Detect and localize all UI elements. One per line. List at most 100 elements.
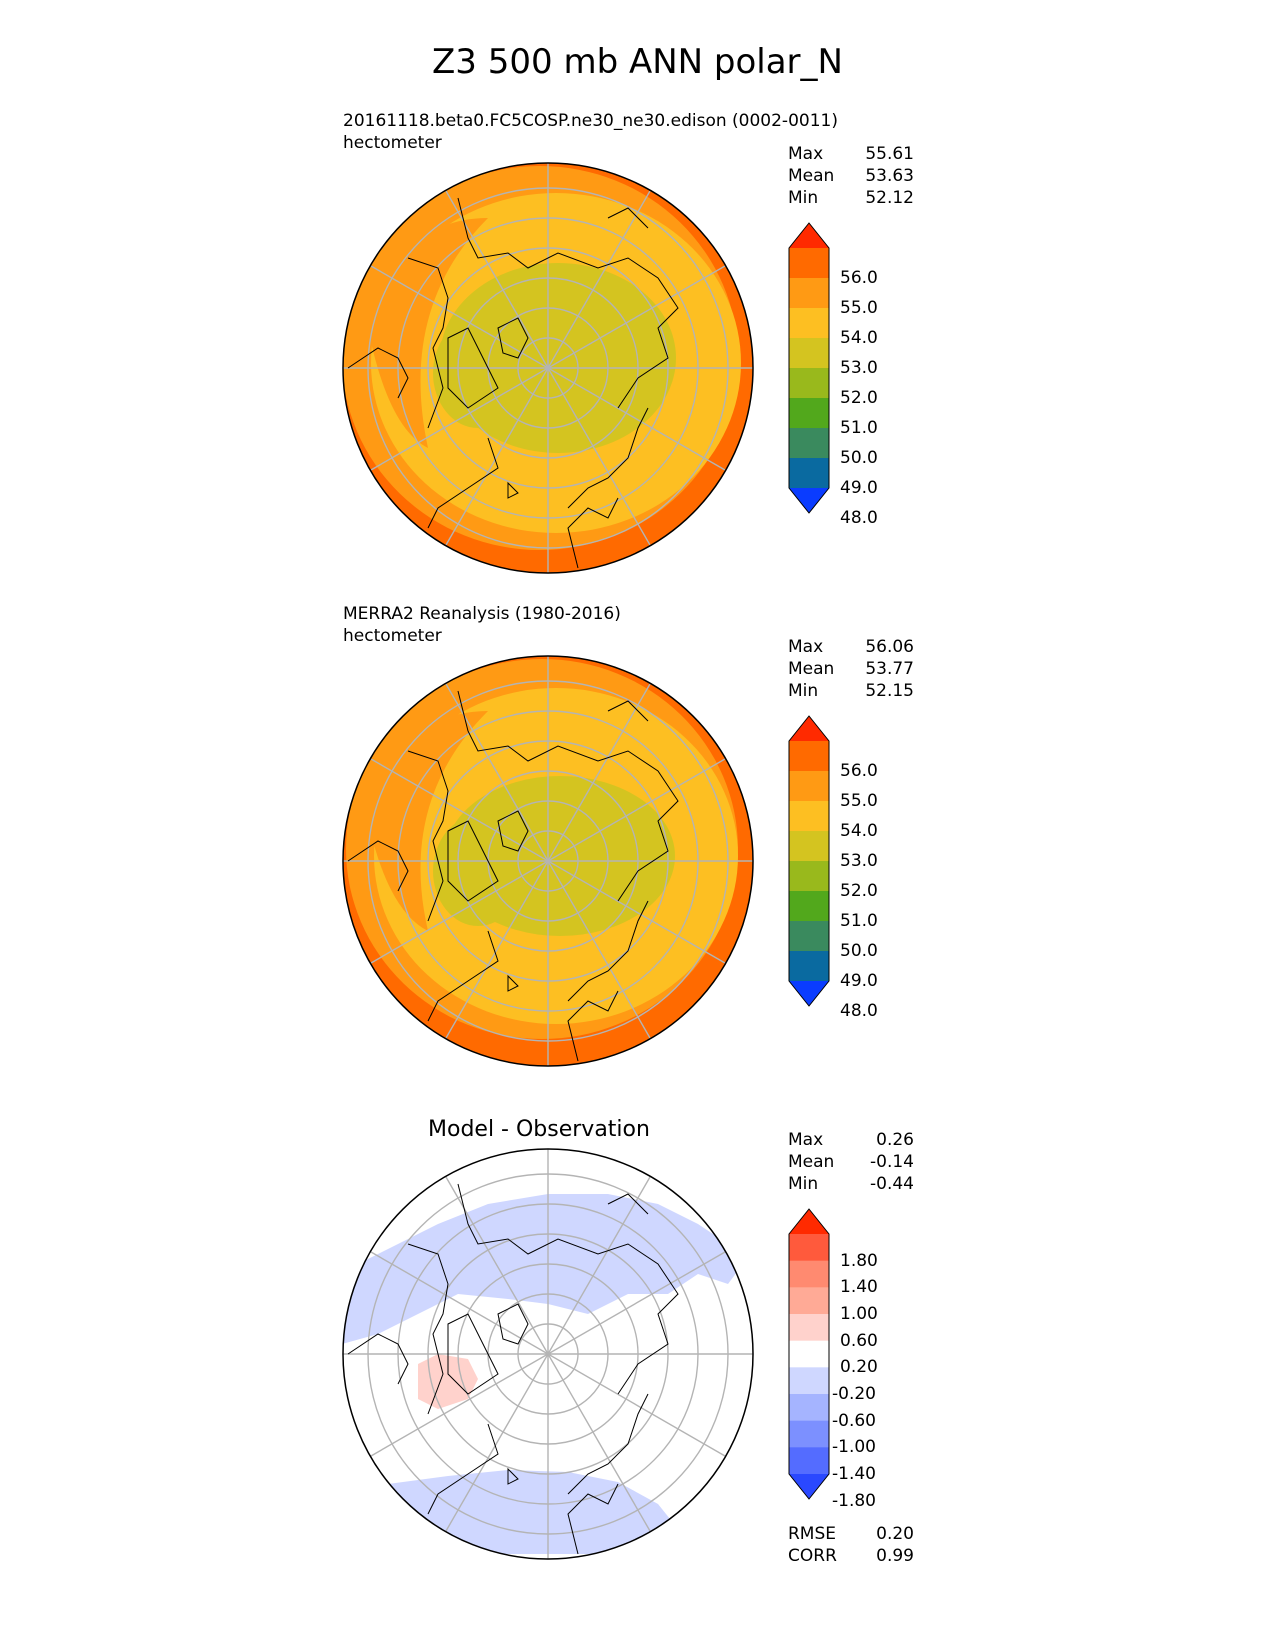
colorbar-extend-top [789, 716, 829, 741]
colorbar-segment [789, 338, 829, 369]
colorbar-extend-top [789, 223, 829, 248]
colorbar-tick-label: 1.40 [840, 1277, 878, 1298]
colorbar-tick-label: -1.00 [832, 1437, 876, 1458]
diff-stats: Max 0.26 Mean -0.14 Min -0.44 [788, 1129, 914, 1195]
stat-value: 55.61 [865, 144, 914, 164]
colorbar-extend-bottom [789, 981, 829, 1006]
model-polar-map [342, 162, 754, 574]
colorbar-segment [789, 1394, 829, 1422]
colorbar-segment [789, 771, 829, 802]
colorbar-segment [789, 278, 829, 309]
coastlines [347, 1183, 679, 1555]
stat-label: Max [788, 144, 824, 164]
colorbar-segment [789, 1340, 829, 1368]
colorbar-tick-label: -1.80 [832, 1490, 876, 1511]
stat-label: Mean [788, 659, 835, 679]
diff-colorbar-labels: 1.80 1.40 1.00 0.60 0.20 -0.20 -0.60 -1.00 -1.40… [832, 1208, 902, 1511]
colorbar-segment [789, 1260, 829, 1288]
colorbar-tick-label: 56.0 [840, 268, 878, 288]
diff-colorbar [788, 1208, 830, 1500]
stat-label: Max [788, 1130, 824, 1150]
stat-value: 52.12 [865, 188, 914, 208]
colorbar-extend-bottom [789, 1474, 829, 1499]
colorbar-extend-top [789, 1209, 829, 1234]
colorbar-tick-label: 50.0 [840, 941, 878, 961]
stat-label: Min [788, 188, 819, 208]
colorbar-tick-label: 55.0 [840, 791, 878, 811]
coastlines [347, 197, 679, 569]
colorbar-outline [788, 715, 830, 1007]
stat-label: Mean [788, 166, 835, 186]
colorbar-segment [789, 398, 829, 429]
colorbar-tick-label: 54.0 [840, 328, 878, 348]
metric-value: 0.99 [876, 1546, 914, 1566]
colorbar-segment [789, 1447, 829, 1475]
model-panel-units: hectometer [343, 133, 442, 153]
colorbar-tick-label: 52.0 [840, 388, 878, 408]
stat-value: 53.63 [865, 166, 914, 186]
colorbar-segment [789, 1314, 829, 1342]
diff-metrics: RMSE 0.20 CORR 0.99 [788, 1523, 914, 1567]
colorbar-tick-label: 52.0 [840, 881, 878, 901]
colorbar-tick-label: 49.0 [840, 478, 878, 498]
colorbar-segment [789, 1234, 829, 1262]
colorbar-segment [789, 248, 829, 279]
stat-value: 53.77 [865, 659, 914, 679]
graticule [343, 1149, 753, 1559]
diff-polar-map [342, 1148, 754, 1560]
colorbar-tick-label: -0.20 [832, 1384, 876, 1404]
colorbar-tick-label: 54.0 [840, 821, 878, 841]
colorbar-tick-label: 0.60 [840, 1330, 878, 1351]
obs-panel-units: hectometer [343, 626, 442, 646]
stat-label: Max [788, 637, 824, 657]
stat-value: 52.15 [865, 681, 914, 701]
model-colorbar [788, 222, 830, 514]
colorbar-tick-label: 48.0 [840, 1001, 878, 1021]
colorbar-segment [789, 741, 829, 772]
obs-colorbar [788, 715, 830, 1007]
colorbar-segment [789, 891, 829, 922]
stat-label: Min [788, 681, 819, 701]
colorbar-segment [789, 1420, 829, 1448]
colorbar-tick-label: 1.00 [840, 1304, 878, 1324]
colorbar-segment [789, 308, 829, 339]
coastlines [347, 690, 679, 1062]
colorbar-segment [789, 861, 829, 892]
stat-value: -0.44 [870, 1174, 914, 1194]
colorbar-tick-label: 56.0 [840, 761, 878, 781]
obs-colorbar-labels: 56.0 55.0 54.0 53.0 52.0 51.0 50.0 49.0 48.0 [840, 715, 900, 1021]
colorbar-segment [789, 831, 829, 862]
colorbar-segment [789, 951, 829, 982]
colorbar-segment [789, 801, 829, 832]
graticule [343, 163, 753, 573]
colorbar-tick-label: 48.0 [840, 508, 878, 528]
colorbar-tick-label: 53.0 [840, 358, 878, 378]
metric-label: CORR [788, 1546, 837, 1566]
colorbar-segment [789, 458, 829, 489]
metric-value: 0.20 [876, 1524, 914, 1544]
figure-title: Z3 500 mb ANN polar_N [432, 42, 843, 82]
obs-polar-map [342, 655, 754, 1067]
stat-label: Min [788, 1174, 819, 1194]
obs-stats: Max 56.06 Mean 53.77 Min 52.15 [788, 636, 914, 702]
stat-value: 0.26 [876, 1130, 914, 1150]
model-panel-title: 20161118.beta0.FC5COSP.ne30_ne30.edison … [343, 111, 838, 131]
colorbar-segment [789, 1367, 829, 1395]
stat-label: Mean [788, 1152, 835, 1172]
colorbar-segment [789, 921, 829, 952]
colorbar-outline [788, 222, 830, 514]
colorbar-tick-label: 53.0 [840, 851, 878, 871]
metric-label: RMSE [788, 1524, 837, 1544]
colorbar-tick-label: 50.0 [840, 448, 878, 468]
colorbar-tick-label: 51.0 [840, 418, 878, 438]
graticule [343, 656, 753, 1066]
model-stats: Max 55.61 Mean 53.63 Min 52.12 [788, 143, 914, 209]
diff-panel-title: Model - Observation [428, 1117, 650, 1142]
colorbar-tick-label: 51.0 [840, 911, 878, 931]
colorbar-tick-label: -0.60 [832, 1410, 876, 1431]
colorbar-segment [789, 368, 829, 399]
colorbar-tick-label: 49.0 [840, 971, 878, 991]
colorbar-segment [789, 428, 829, 459]
colorbar-tick-label: 1.80 [840, 1250, 878, 1271]
model-colorbar-labels: 56.0 55.0 54.0 53.0 52.0 51.0 50.0 49.0 48.0 [840, 222, 900, 528]
